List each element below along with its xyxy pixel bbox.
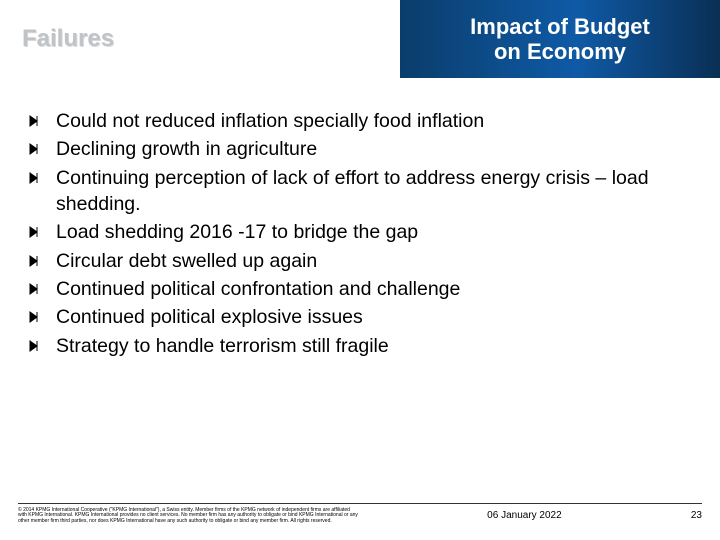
footer-date: 06 January 2022 — [487, 510, 562, 521]
arrow-icon — [28, 310, 42, 324]
header-left: Failures — [0, 0, 400, 78]
header-left-title: Failures — [22, 25, 114, 53]
footer-page-number: 23 — [691, 510, 702, 521]
bullet-text: Continued political confrontation and ch… — [56, 276, 460, 302]
arrow-icon — [28, 142, 42, 156]
list-item: Continuing perception of lack of effort … — [28, 165, 700, 218]
header-right: Impact of Budget on Economy — [400, 0, 720, 78]
slide-header: Failures Impact of Budget on Economy — [0, 0, 720, 78]
arrow-icon — [28, 339, 42, 353]
bullet-text: Strategy to handle terrorism still fragi… — [56, 333, 389, 359]
bullet-text: Load shedding 2016 -17 to bridge the gap — [56, 219, 418, 245]
list-item: Circular debt swelled up again — [28, 248, 700, 274]
footer-copyright: © 2014 KPMG International Cooperative ("… — [18, 508, 358, 525]
footer-row: © 2014 KPMG International Cooperative ("… — [18, 508, 702, 525]
bullet-text: Continued political explosive issues — [56, 304, 363, 330]
bullet-text: Circular debt swelled up again — [56, 248, 317, 274]
bullet-text: Could not reduced inflation specially fo… — [56, 108, 484, 134]
arrow-icon — [28, 171, 42, 185]
header-right-title-line2: on Economy — [494, 39, 626, 64]
slide-footer: © 2014 KPMG International Cooperative ("… — [18, 503, 702, 525]
slide: Failures Impact of Budget on Economy Cou… — [0, 0, 720, 540]
slide-body: Could not reduced inflation specially fo… — [28, 108, 700, 361]
list-item: Declining growth in agriculture — [28, 136, 700, 162]
list-item: Continued political explosive issues — [28, 304, 700, 330]
list-item: Strategy to handle terrorism still fragi… — [28, 333, 700, 359]
arrow-icon — [28, 225, 42, 239]
bullet-text: Declining growth in agriculture — [56, 136, 317, 162]
bullet-list: Could not reduced inflation specially fo… — [28, 108, 700, 359]
arrow-icon — [28, 254, 42, 268]
arrow-icon — [28, 114, 42, 128]
list-item: Could not reduced inflation specially fo… — [28, 108, 700, 134]
header-right-title-line1: Impact of Budget — [470, 14, 650, 39]
arrow-icon — [28, 282, 42, 296]
header-right-title: Impact of Budget on Economy — [470, 14, 650, 65]
bullet-text: Continuing perception of lack of effort … — [56, 165, 700, 218]
footer-rule — [18, 503, 702, 504]
list-item: Load shedding 2016 -17 to bridge the gap — [28, 219, 700, 245]
list-item: Continued political confrontation and ch… — [28, 276, 700, 302]
